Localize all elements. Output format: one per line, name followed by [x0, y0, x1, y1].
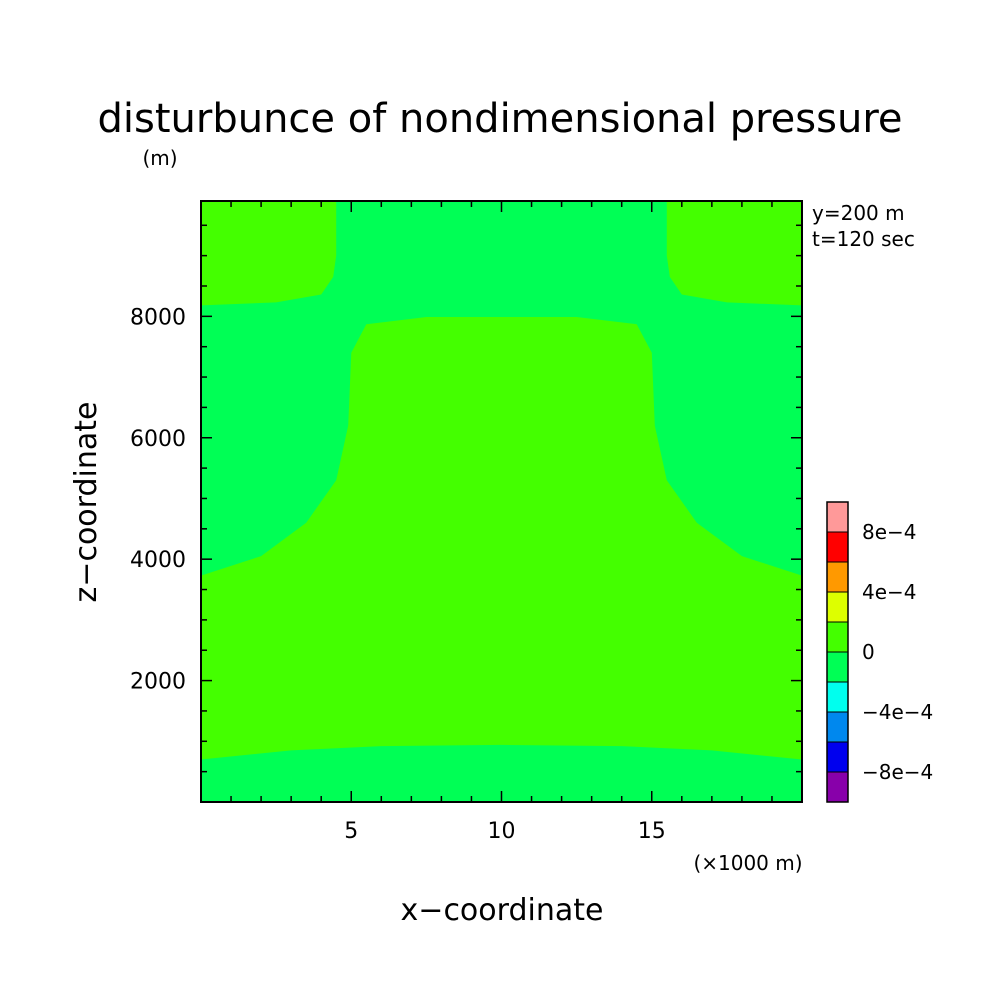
- colorbar-swatch: [827, 502, 848, 532]
- colorbar-frame: [826, 501, 849, 803]
- colorbar-swatch: [827, 592, 848, 622]
- x-axis-label: x−coordinate: [401, 893, 604, 928]
- colorbar-label: −8e−4: [862, 760, 933, 784]
- plot-area: 5 10 15 2000 4000 6000 8000: [130, 200, 803, 844]
- x-tick-label: 10: [488, 819, 516, 844]
- annotation-time: t=120 sec: [812, 227, 915, 251]
- colorbar-swatch: [827, 772, 848, 802]
- y-tick-label: 8000: [130, 305, 186, 330]
- top-right-positive-region: [666, 201, 802, 306]
- colorbar-swatch: [827, 652, 848, 682]
- annotation-block: y=200 m t=120 sec: [812, 201, 915, 251]
- colorbar-swatch: [827, 562, 848, 592]
- central-positive-region: [201, 317, 802, 760]
- colorbar-label: 8e−4: [862, 520, 917, 544]
- axis-ticks: 5 10 15 2000 4000 6000 8000: [130, 201, 802, 844]
- chart-title: disturbunce of nondimensional pressure: [98, 96, 903, 142]
- y-tick-label: 2000: [130, 670, 186, 695]
- colorbar: −8e−4 −4e−4 0 4e−4 8e−4: [826, 501, 933, 803]
- colorbar-swatch: [827, 622, 848, 652]
- contour-regions: [201, 201, 802, 760]
- x-tick-label: 15: [638, 819, 666, 844]
- colorbar-label: −4e−4: [862, 700, 933, 724]
- colorbar-label: 0: [862, 640, 875, 664]
- top-left-positive-region: [201, 201, 337, 306]
- y-axis-label: z−coordinate: [69, 402, 104, 603]
- colorbar-swatch: [827, 712, 848, 742]
- x-unit-label: (×1000 m): [693, 851, 802, 875]
- colorbar-swatch: [827, 682, 848, 712]
- x-tick-label: 5: [344, 819, 358, 844]
- y-tick-label: 4000: [130, 548, 186, 573]
- colorbar-label: 4e−4: [862, 580, 917, 604]
- colorbar-swatch: [827, 532, 848, 562]
- annotation-y-position: y=200 m: [812, 201, 905, 225]
- colorbar-swatch: [827, 742, 848, 772]
- y-unit-label: (m): [142, 146, 177, 170]
- y-tick-label: 6000: [130, 427, 186, 452]
